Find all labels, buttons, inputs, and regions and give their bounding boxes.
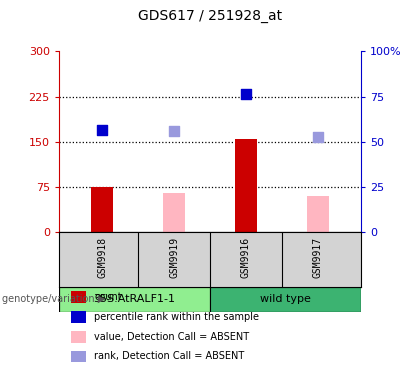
Text: value, Detection Call = ABSENT: value, Detection Call = ABSENT	[94, 332, 249, 342]
Bar	[59, 287, 210, 312]
Text: rank, Detection Call = ABSENT: rank, Detection Call = ABSENT	[94, 351, 245, 362]
Bar	[235, 139, 257, 232]
Text: percentile rank within the sample: percentile rank within the sample	[94, 312, 260, 322]
Text: genotype/variation ▶: genotype/variation ▶	[2, 294, 105, 305]
Point	[171, 128, 177, 134]
Text: GDS617 / 251928_at: GDS617 / 251928_at	[138, 9, 282, 23]
Point	[315, 134, 321, 140]
Bar	[163, 193, 185, 232]
Bar	[71, 331, 86, 343]
Text: 35S.AtRALF1-1: 35S.AtRALF1-1	[93, 294, 176, 305]
Text: wild type: wild type	[260, 294, 311, 305]
Text: GSM9919: GSM9919	[169, 237, 179, 278]
Text: GSM9918: GSM9918	[97, 237, 107, 278]
Text: count: count	[94, 292, 122, 302]
Text: GSM9917: GSM9917	[313, 237, 323, 278]
Bar	[71, 291, 86, 303]
Text: GSM9916: GSM9916	[241, 237, 251, 278]
Bar	[210, 287, 361, 312]
Point	[99, 127, 105, 133]
Bar	[91, 187, 113, 232]
Point	[243, 91, 249, 97]
Bar	[307, 196, 329, 232]
Bar	[71, 311, 86, 323]
Bar	[71, 351, 86, 362]
